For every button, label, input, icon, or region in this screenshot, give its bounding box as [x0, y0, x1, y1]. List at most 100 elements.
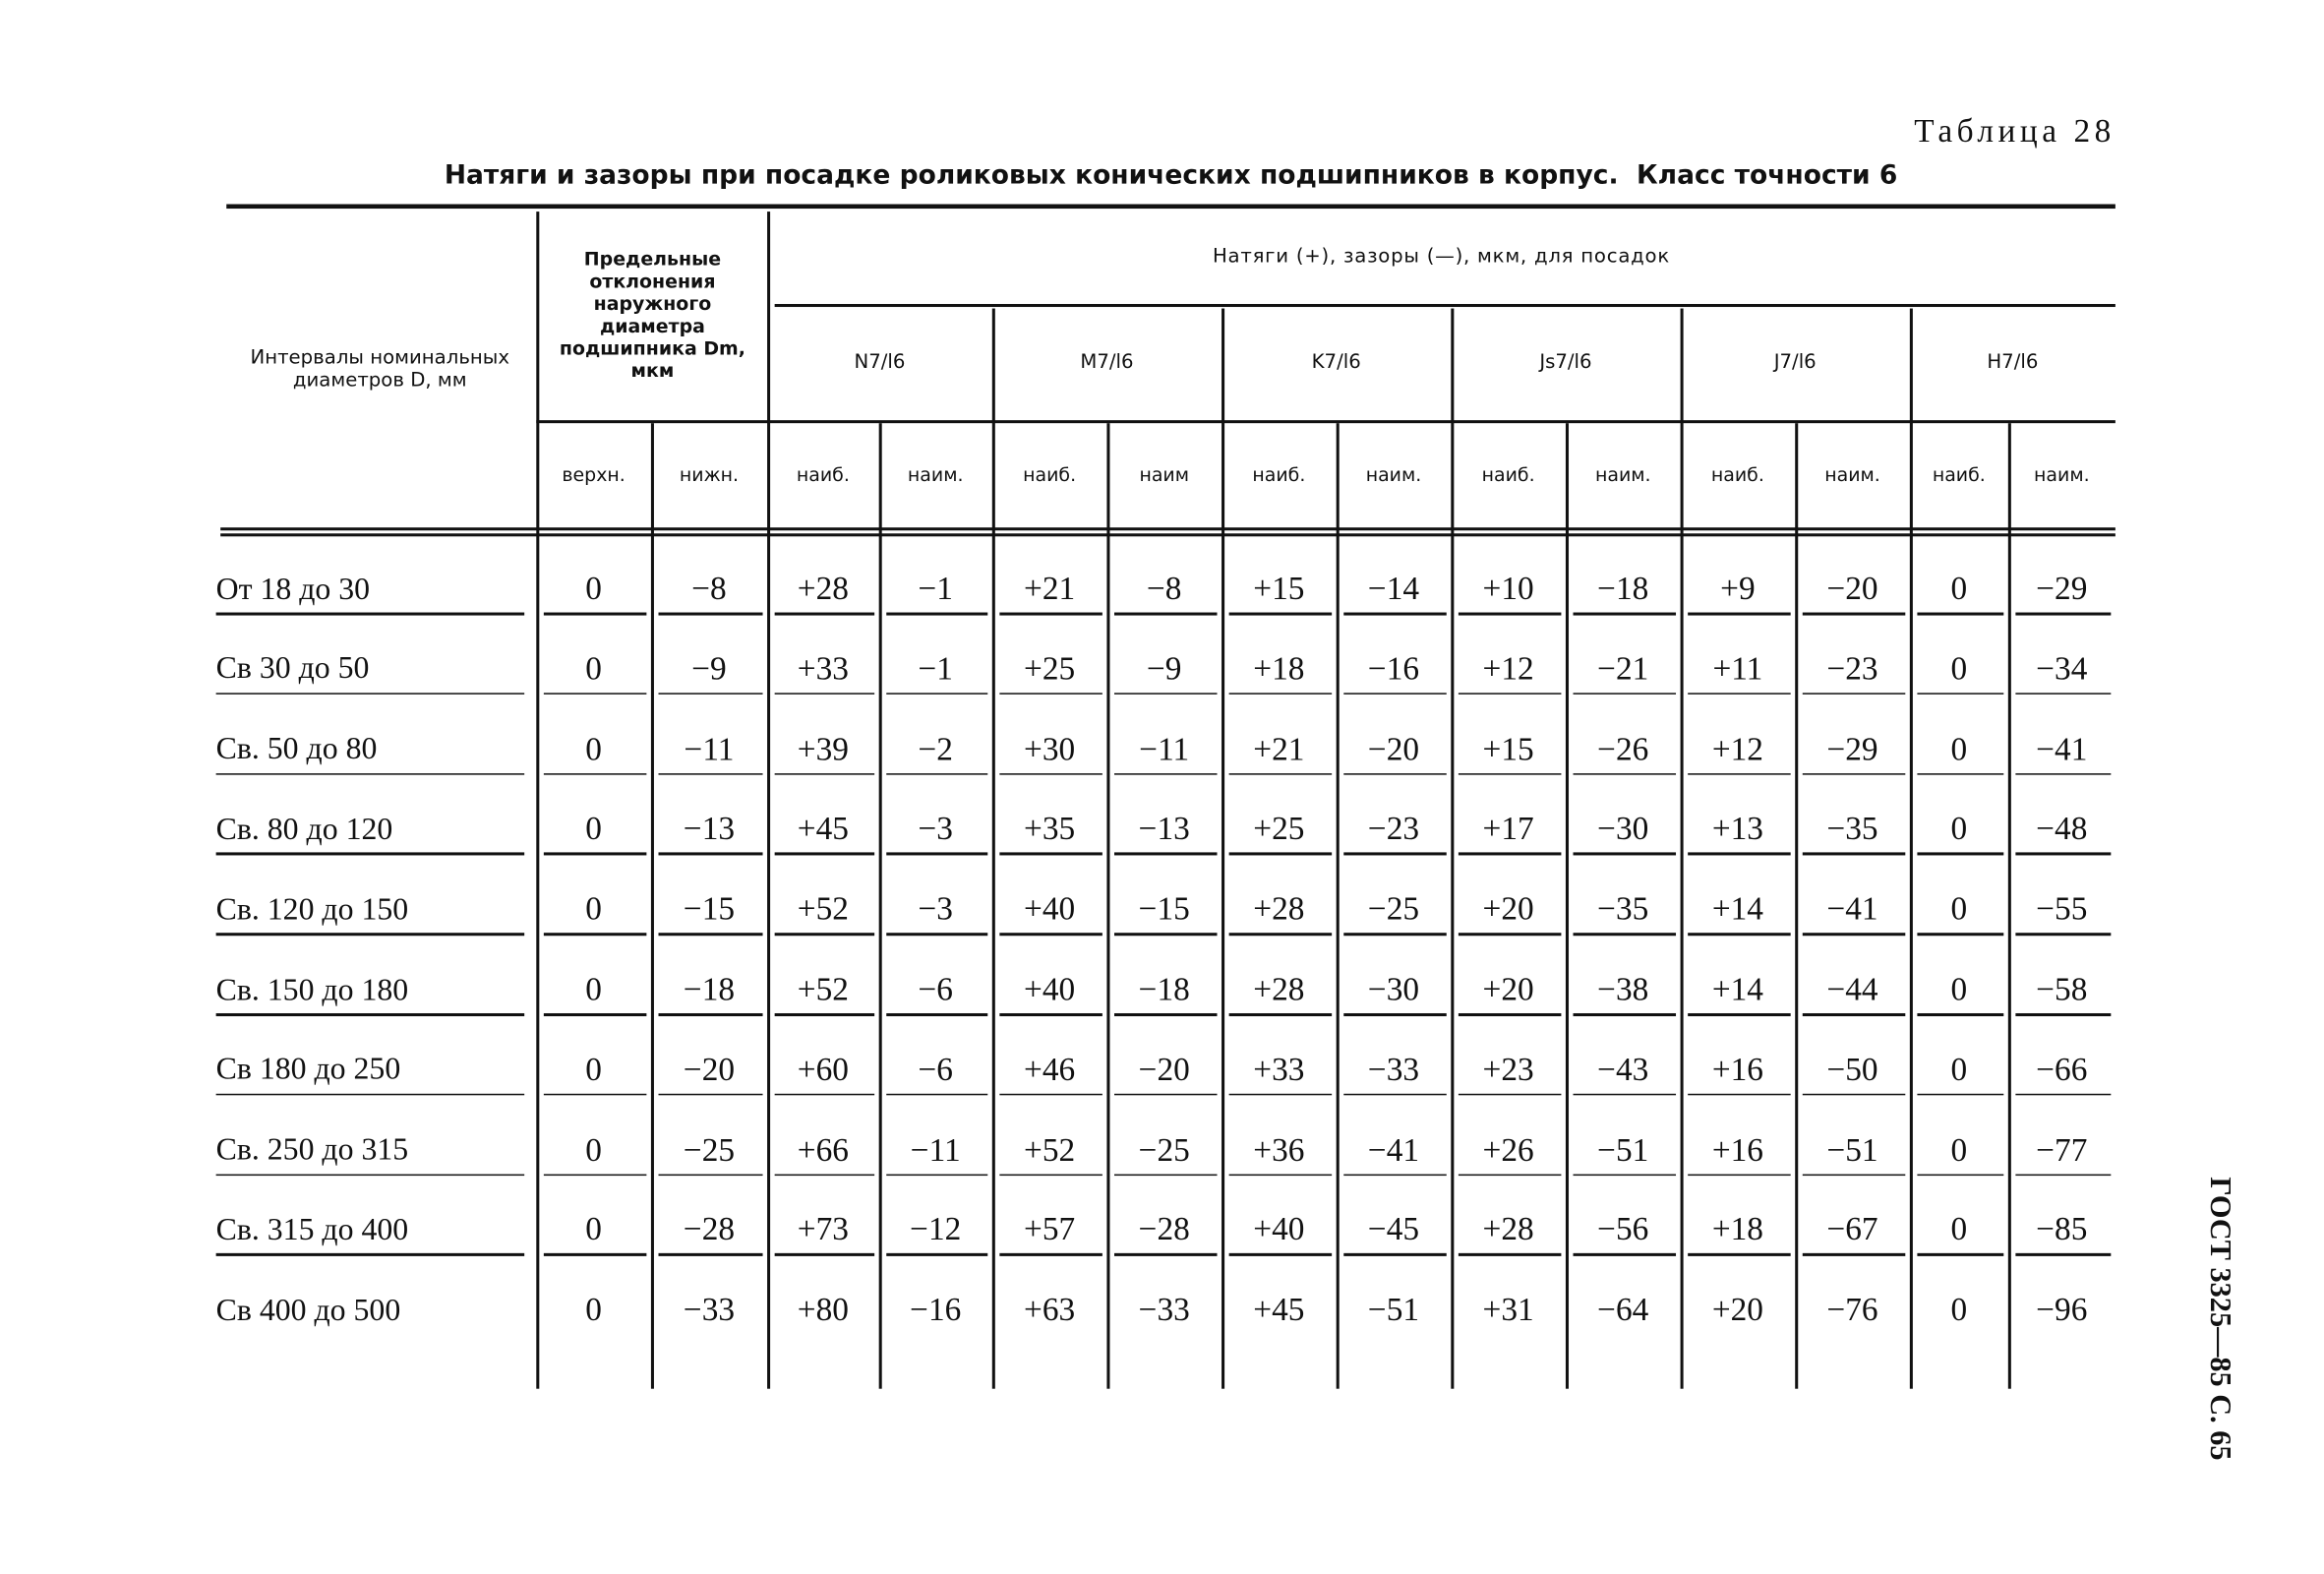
rule: [1113, 612, 1218, 615]
cell: +12: [1482, 649, 1534, 687]
rule: [999, 1093, 1102, 1096]
rule: [1573, 693, 1677, 696]
rule: [1113, 853, 1218, 856]
cell: −11: [684, 729, 735, 767]
cell: −64: [1597, 1291, 1649, 1328]
rule: [1458, 1012, 1562, 1016]
rule: [1802, 1173, 1906, 1177]
rule: [774, 933, 875, 936]
rule: [1917, 1253, 2004, 1256]
rule: [999, 853, 1102, 856]
rule: [1228, 933, 1333, 936]
row-label: Св 30 до 50: [215, 649, 370, 687]
cell: −3: [918, 889, 953, 928]
row-label: Св. 50 до 80: [215, 730, 378, 766]
rule: [1343, 1012, 1447, 1016]
subheader: наим.: [1824, 463, 1880, 486]
cell: −13: [683, 810, 736, 847]
rule: [774, 1012, 875, 1016]
rule: [1688, 1253, 1791, 1256]
cell: −29: [2036, 569, 2088, 607]
cell: +40: [1024, 889, 1076, 928]
rule: [1228, 693, 1333, 696]
row-label: Св. 80 до 120: [215, 810, 393, 847]
rule: [999, 1173, 1102, 1177]
subheader: наим.: [907, 463, 964, 486]
cell: −29: [1826, 729, 1878, 767]
rule: [1228, 1093, 1333, 1096]
cell: −1: [918, 569, 953, 607]
rule: [215, 772, 525, 775]
rule: [1573, 853, 1677, 856]
rule: [2007, 423, 2011, 1389]
cell: 0: [1950, 1130, 1968, 1168]
subheader: наим: [1139, 463, 1190, 486]
rule: [215, 1093, 525, 1096]
rule: [1795, 423, 1798, 1389]
rule: [1802, 1012, 1906, 1016]
rule: [1228, 1012, 1333, 1016]
cell: 0: [585, 970, 602, 1007]
cell: −16: [1367, 649, 1420, 687]
cell: 0: [1950, 810, 1968, 847]
rule: [1113, 693, 1218, 696]
rule: [220, 533, 2115, 536]
cell: 0: [585, 810, 602, 847]
cell: −1: [918, 649, 953, 687]
rule: [658, 1012, 763, 1016]
cell: +33: [1253, 1050, 1305, 1088]
cell: 0: [585, 1291, 602, 1328]
rule: [999, 693, 1102, 696]
rule: [215, 612, 525, 615]
rule: [1451, 308, 1454, 1389]
cell: −43: [1597, 1050, 1649, 1088]
cell: −11: [1139, 729, 1190, 767]
rule: [1573, 1173, 1677, 1177]
rule: [1680, 308, 1683, 1389]
rule: [774, 303, 2115, 307]
cell: +23: [1482, 1050, 1534, 1088]
rule: [1917, 1093, 2004, 1096]
cell: 0: [585, 729, 602, 767]
rule: [2015, 1253, 2112, 1256]
rule: [1573, 1253, 1677, 1256]
cell: +15: [1253, 569, 1305, 607]
rule: [658, 853, 763, 856]
cell: −51: [1826, 1130, 1878, 1168]
row-label: Св 400 до 500: [215, 1291, 401, 1328]
rule: [1113, 1012, 1218, 1016]
cell: −18: [683, 970, 736, 1007]
row-label: От 18 до 30: [215, 570, 371, 606]
rule: [226, 204, 2115, 209]
rule: [1458, 933, 1562, 936]
rule: [886, 1173, 988, 1177]
cell: −28: [683, 1210, 736, 1248]
cell: −33: [1367, 1050, 1420, 1088]
rule: [1228, 1253, 1333, 1256]
cell: 0: [1950, 1050, 1968, 1088]
cell: +33: [797, 649, 849, 687]
cell: −44: [1826, 970, 1878, 1007]
cell: −45: [1367, 1210, 1420, 1248]
rule: [1917, 1173, 2004, 1177]
rule: [1343, 853, 1447, 856]
rule: [543, 772, 647, 775]
row-label: Св. 120 до 150: [215, 890, 409, 927]
rule: [1573, 772, 1677, 775]
rule: [774, 772, 875, 775]
rule: [1688, 693, 1791, 696]
cell: +21: [1024, 569, 1076, 607]
cell: −6: [918, 1050, 953, 1088]
rule: [1802, 772, 1906, 775]
rule: [774, 1093, 875, 1096]
rule: [1343, 1093, 1447, 1096]
column-header: Предельные отклонения наружного диаметра…: [559, 247, 745, 382]
fit-header: Js7/l6: [1539, 351, 1592, 375]
cell: −13: [1138, 810, 1190, 847]
cell: 0: [585, 1210, 602, 1248]
rule: [658, 1173, 763, 1177]
table-title: Натяги и зазоры при посадке роликовых ко…: [444, 160, 1898, 191]
cell: +52: [797, 970, 849, 1007]
cell: +80: [797, 1291, 849, 1328]
cell: −23: [1367, 810, 1420, 847]
